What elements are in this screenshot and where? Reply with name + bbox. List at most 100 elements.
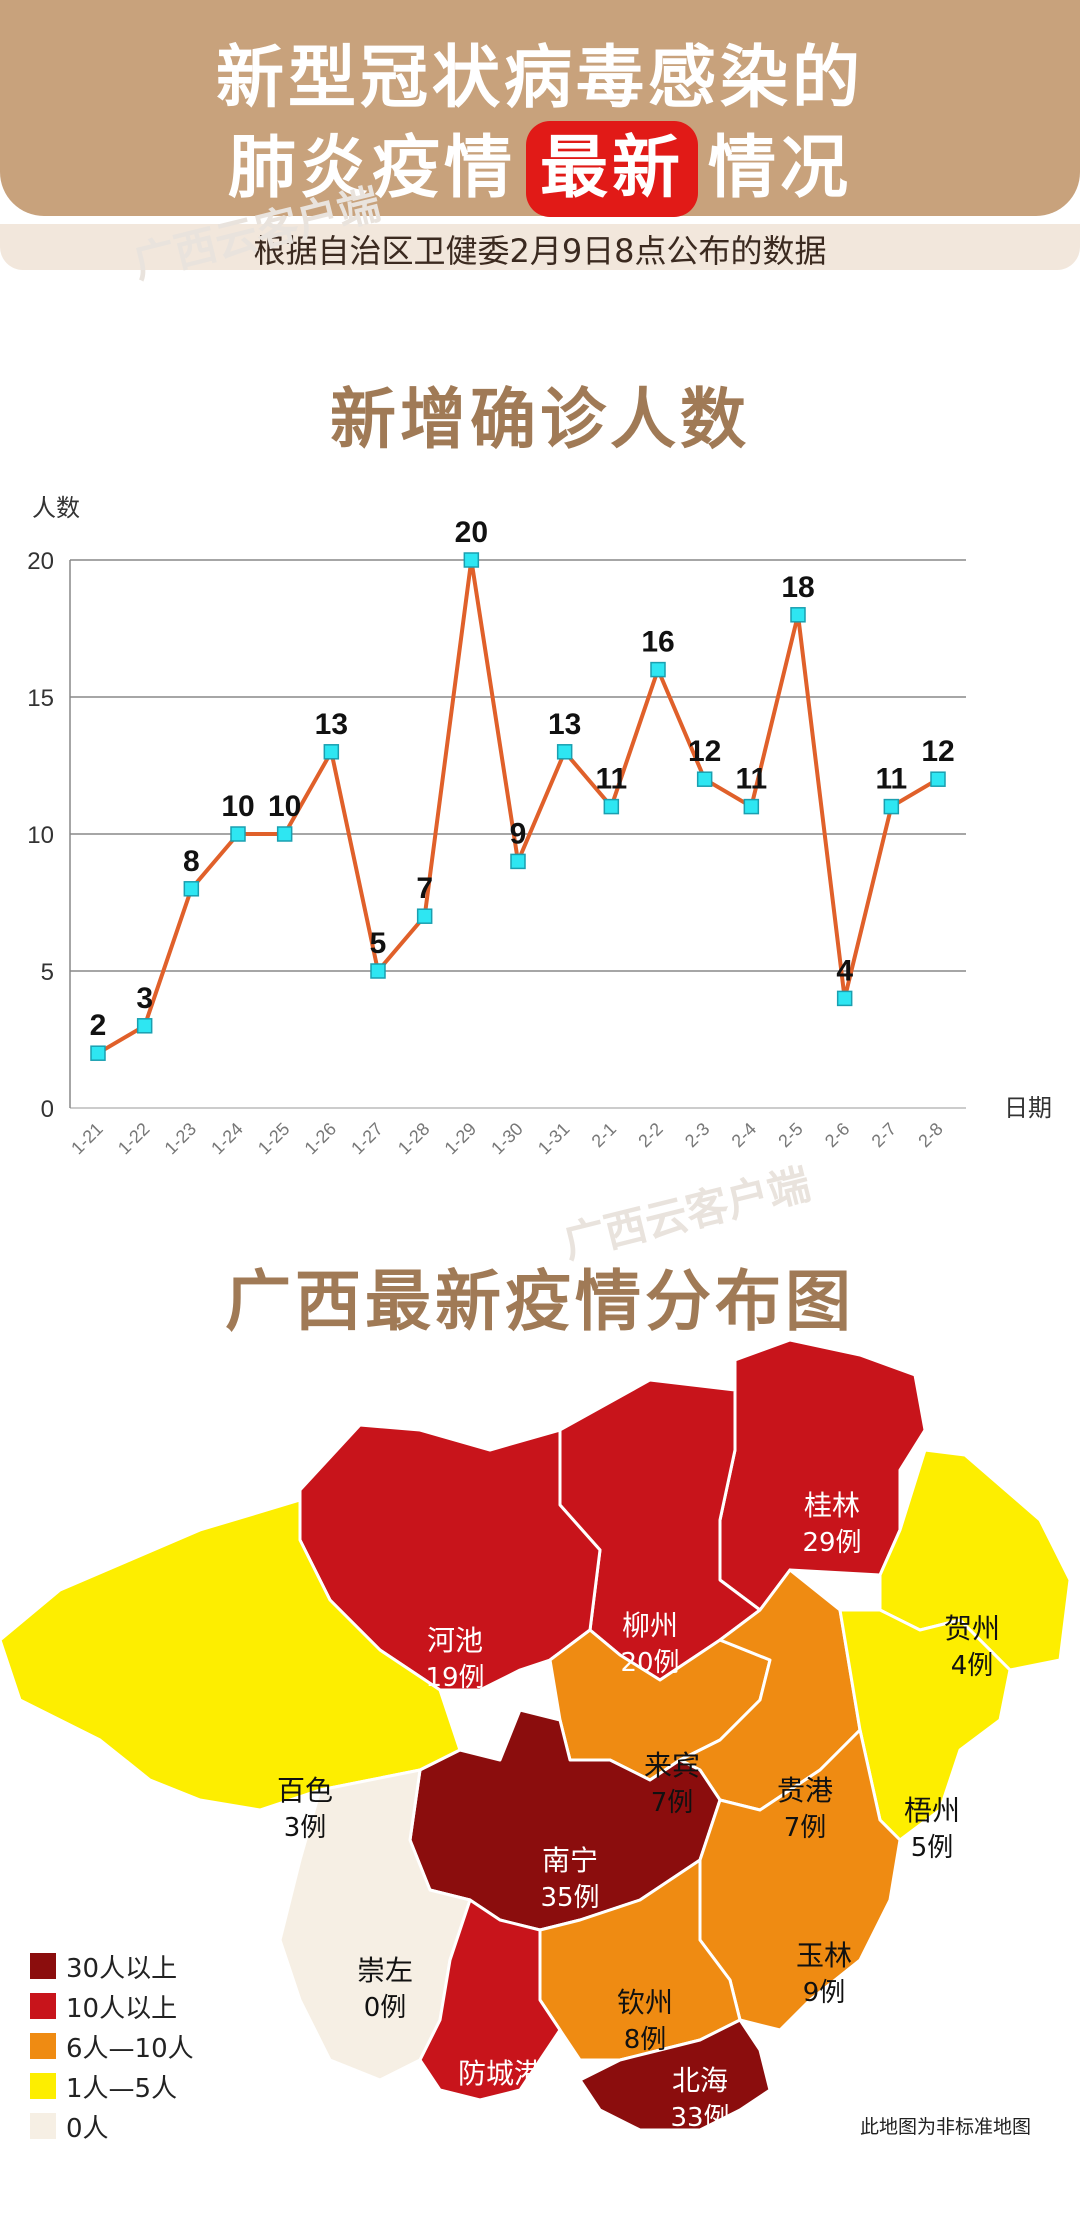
data-label: 16 [641,626,674,659]
data-label: 7 [416,872,433,905]
legend-item: 1人—5人 [30,2066,194,2106]
x-tick-label: 1-26 [301,1119,341,1159]
y-tick-label: 10 [27,822,54,849]
data-label: 11 [595,763,627,796]
line-chart: 05101520人数日期21-2131-2281-23101-24101-251… [27,494,1052,1159]
map-note: 此地图为非标准地图 [860,2116,1032,2138]
x-axis-label: 日期 [1004,1094,1052,1122]
data-point [696,771,713,787]
x-tick-label: 1-27 [347,1119,387,1159]
region-cases: 33例 [670,2103,729,2133]
data-point [650,661,666,678]
x-tick-label: 1-29 [441,1119,481,1159]
data-label: 18 [781,571,814,604]
data-label: 3 [136,982,153,1015]
region-name: 来宾 [644,1749,700,1782]
x-tick-label: 2-2 [634,1119,667,1152]
map-region [418,1898,562,2102]
data-point [463,552,480,568]
legend-swatch [30,2033,56,2059]
legend-swatch [30,2113,56,2139]
region-name: 柳州 [622,1609,678,1642]
data-label: 13 [548,708,581,741]
legend-label: 6人—10人 [66,2033,194,2064]
region-name: 北海 [672,2064,728,2097]
data-point [323,744,340,760]
data-point [603,798,620,815]
region-name: 百色 [277,1774,333,1807]
y-tick-label: 5 [41,959,54,986]
region-cases: 5例 [911,1833,954,1863]
region-name: 防城港 [458,2057,542,2090]
legend-label: 1人—5人 [66,2073,178,2104]
region-name: 梧州 [904,1794,960,1827]
region-cases: 3例 [284,1813,327,1843]
region-cases: 16例 [470,2096,529,2126]
page-title-line1: 新型冠状病毒感染的 [215,39,864,118]
x-tick-label: 2-3 [681,1119,714,1152]
subtitle-bar [0,224,1080,270]
x-tick-label: 1-24 [207,1119,247,1159]
region-cases: 7例 [784,1813,827,1843]
x-tick-label: 1-31 [534,1119,574,1159]
map-region [578,2018,772,2132]
data-point [416,908,433,924]
data-point [836,990,853,1007]
region-name: 玉林 [796,1939,852,1972]
legend-item: 10人以上 [30,1986,194,2026]
data-label: 11 [875,763,907,796]
x-tick-label: 2-4 [728,1119,761,1152]
title-highlight: 最新 [525,121,698,217]
legend-item: 0人 [30,2106,194,2146]
region-cases: 0例 [364,1993,407,2023]
data-label: 12 [921,735,954,768]
data-point [183,881,200,897]
x-tick-label: 1-21 [67,1119,107,1159]
y-tick-label: 20 [27,548,54,575]
legend-label: 0人 [66,2113,109,2144]
region-cases: 9例 [803,1978,846,2008]
legend-item: 30人以上 [30,1946,194,1986]
y-tick-label: 0 [41,1096,54,1123]
page-title-line2: 肺炎疫情 最新 情况 [0,112,1080,217]
data-point [90,1045,106,1061]
chart-title: 新增确诊人数 [330,381,750,458]
region-cases: 4例 [951,1651,994,1681]
region-name: 贵港 [777,1774,833,1807]
data-point [930,771,946,787]
y-axis-label: 人数 [32,494,80,522]
data-point [883,798,900,815]
data-point [510,853,526,870]
region-name: 钦州 [617,1986,673,2019]
region-cases: 20例 [620,1648,679,1678]
data-label: 10 [268,790,301,823]
legend-swatch [30,1953,56,1979]
data-point [276,826,293,842]
legend-label: 30人以上 [66,1953,178,1984]
region-cases: 29例 [802,1528,861,1558]
data-label: 10 [221,790,254,823]
legend-swatch [30,2073,56,2099]
region-name: 桂林 [804,1489,860,1522]
data-label: 11 [735,763,767,796]
data-label: 5 [370,927,387,960]
x-tick-label: 2-8 [914,1119,947,1152]
data-label: 13 [315,708,348,741]
data-point [743,798,760,815]
data-label: 9 [510,817,527,850]
legend-swatch [30,1993,56,2019]
x-tick-label: 1-28 [394,1119,434,1159]
data-label: 12 [688,735,721,768]
data-label: 4 [836,954,853,987]
region-name: 河池 [427,1624,483,1657]
data-point [556,744,573,760]
data-label: 20 [455,516,488,549]
title-pre: 肺炎疫情 [227,129,516,208]
region-name: 贺州 [944,1612,1000,1645]
map-legend: 30人以上 10人以上 6人—10人 1人—5人 0人 [30,1946,194,2146]
data-label: 2 [90,1009,107,1042]
region-cases: 35例 [540,1883,599,1913]
region-cases: 7例 [651,1788,694,1818]
data-label: 8 [183,845,200,878]
